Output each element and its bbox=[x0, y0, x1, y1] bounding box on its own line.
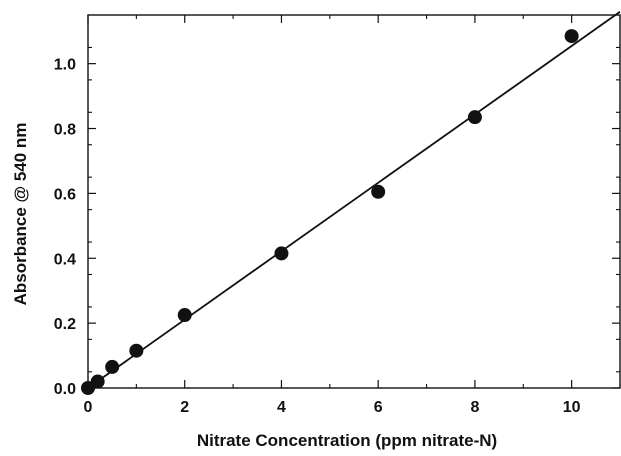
data-points bbox=[81, 29, 579, 395]
x-tick-label: 8 bbox=[470, 399, 479, 416]
x-tick-label: 10 bbox=[563, 399, 581, 416]
y-tick-label: 0.0 bbox=[54, 381, 76, 398]
x-tick-label: 2 bbox=[180, 399, 189, 416]
x-axis-ticks: 0 2 4 6 8 10 bbox=[84, 15, 621, 416]
data-point bbox=[371, 184, 386, 199]
y-tick-label: 0.8 bbox=[54, 122, 76, 139]
y-axis-ticks: 0.0 0.2 0.4 0.6 0.8 1.0 bbox=[54, 46, 620, 398]
fit-line-group bbox=[87, 11, 621, 389]
data-point bbox=[105, 359, 120, 374]
fit-line bbox=[87, 11, 621, 389]
x-tick-label: 4 bbox=[277, 399, 286, 416]
y-tick-label: 0.2 bbox=[54, 316, 76, 333]
data-point bbox=[467, 110, 482, 125]
data-point bbox=[564, 29, 579, 44]
plot-area-border bbox=[87, 14, 621, 389]
x-axis-title: Nitrate Concentration (ppm nitrate-N) bbox=[197, 431, 497, 450]
data-point bbox=[177, 308, 192, 323]
y-tick-label: 1.0 bbox=[54, 57, 76, 74]
y-tick-label: 0.6 bbox=[54, 186, 76, 203]
x-tick-label: 6 bbox=[374, 399, 383, 416]
data-point bbox=[274, 246, 289, 261]
y-tick-label: 0.4 bbox=[54, 251, 76, 268]
x-tick-label: 0 bbox=[84, 399, 93, 416]
plot-frame bbox=[87, 14, 621, 389]
data-point bbox=[129, 343, 144, 358]
data-point bbox=[90, 374, 105, 389]
y-axis-title: Absorbance @ 540 nm bbox=[11, 123, 30, 306]
